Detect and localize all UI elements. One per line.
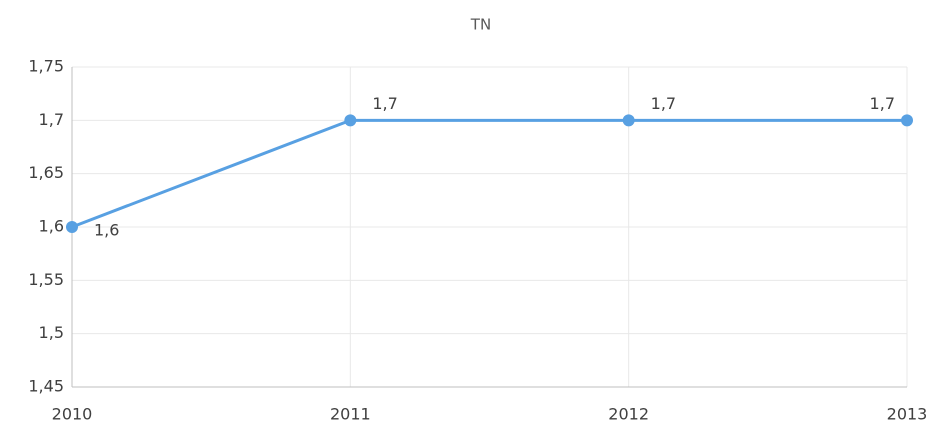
data-label: 1,7 bbox=[870, 94, 895, 113]
data-label: 1,7 bbox=[651, 94, 676, 113]
x-tick-label: 2012 bbox=[608, 405, 649, 424]
data-label: 1,7 bbox=[372, 94, 397, 113]
y-tick-label: 1,6 bbox=[39, 217, 64, 236]
point bbox=[901, 114, 913, 127]
point bbox=[344, 114, 357, 127]
point bbox=[622, 114, 635, 127]
y-tick-label: 1,45 bbox=[28, 377, 64, 396]
data-label: 1,6 bbox=[94, 221, 119, 240]
chart-title: TN bbox=[470, 16, 491, 34]
x-tick-label: 2011 bbox=[330, 405, 371, 424]
y-tick-label: 1,5 bbox=[39, 323, 64, 342]
y-tick-label: 1,65 bbox=[28, 163, 64, 182]
y-tick-label: 1,55 bbox=[28, 270, 64, 289]
point bbox=[66, 221, 78, 233]
line bbox=[71, 118, 907, 229]
y-tick-label: 1,7 bbox=[39, 110, 64, 129]
y-tick-label: 1,75 bbox=[28, 57, 64, 76]
x-tick-label: 2010 bbox=[52, 405, 93, 424]
x-tick-label: 2013 bbox=[887, 405, 928, 424]
